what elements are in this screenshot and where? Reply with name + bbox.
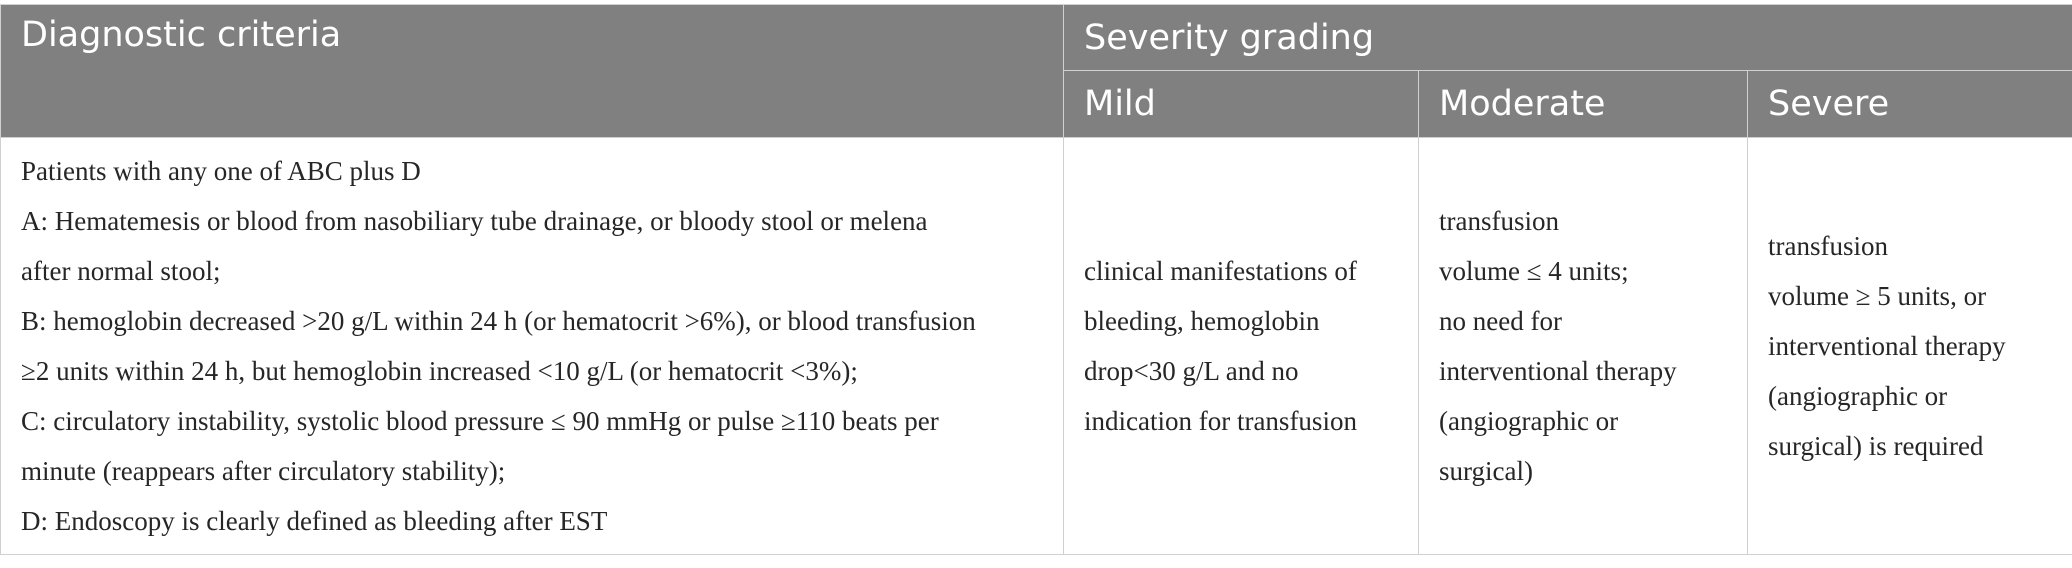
severe-line: (angiographic or (1768, 381, 1948, 411)
criteria-line: Patients with any one of ABC plus D (21, 156, 421, 186)
mild-line: bleeding, hemoglobin (1084, 306, 1320, 336)
header-mild: Mild (1063, 70, 1419, 138)
severe-line: surgical) is required (1768, 431, 1984, 461)
moderate-line: surgical) (1439, 456, 1533, 486)
moderate-line: transfusion (1439, 206, 1559, 236)
criteria-table-container: Diagnostic criteria Severity grading Mil… (0, 4, 2072, 555)
severe-line: volume ≥ 5 units, or (1768, 281, 1987, 311)
severe-line: transfusion (1768, 231, 1888, 261)
moderate-line: (angiographic or (1439, 406, 1619, 436)
table-row: Patients with any one of ABC plus D A: H… (0, 137, 2072, 555)
cell-diagnostic-criteria: Patients with any one of ABC plus D A: H… (0, 137, 1064, 555)
criteria-table: Diagnostic criteria Severity grading Mil… (0, 4, 2072, 555)
header-severe: Severe (1746, 70, 2072, 138)
cell-moderate: transfusion volume ≤ 4 units; no need fo… (1418, 137, 1748, 555)
mild-line: drop<30 g/L and no (1084, 356, 1299, 386)
criteria-line: D: Endoscopy is clearly defined as bleed… (21, 506, 608, 536)
cell-mild: clinical manifestations of bleeding, hem… (1063, 137, 1419, 555)
moderate-line: volume ≤ 4 units; (1439, 256, 1629, 286)
criteria-line: after normal stool; (21, 256, 221, 286)
criteria-line: minute (reappears after circulatory stab… (21, 456, 506, 486)
criteria-line: ≥2 units within 24 h, but hemoglobin inc… (21, 356, 858, 386)
header-row-1: Diagnostic criteria Severity grading (0, 4, 2072, 138)
mild-line: indication for transfusion (1084, 406, 1357, 436)
moderate-line: no need for (1439, 306, 1562, 336)
criteria-line: C: circulatory instability, systolic blo… (21, 406, 939, 436)
mild-line: clinical manifestations of (1084, 256, 1357, 286)
header-row-2: Mild Moderate Severe (1, 70, 2072, 138)
header-severity-grading: Severity grading (1062, 4, 2072, 71)
severe-line: interventional therapy (1768, 331, 2006, 361)
header-moderate: Moderate (1418, 70, 1748, 138)
criteria-line: B: hemoglobin decreased >20 g/L within 2… (21, 306, 976, 336)
header-diagnostic-criteria: Diagnostic criteria (0, 4, 1064, 138)
criteria-line: A: Hematemesis or blood from nasobiliary… (21, 206, 928, 236)
cell-severe: transfusion volume ≥ 5 units, or interve… (1746, 137, 2072, 555)
moderate-line: interventional therapy (1439, 356, 1677, 386)
